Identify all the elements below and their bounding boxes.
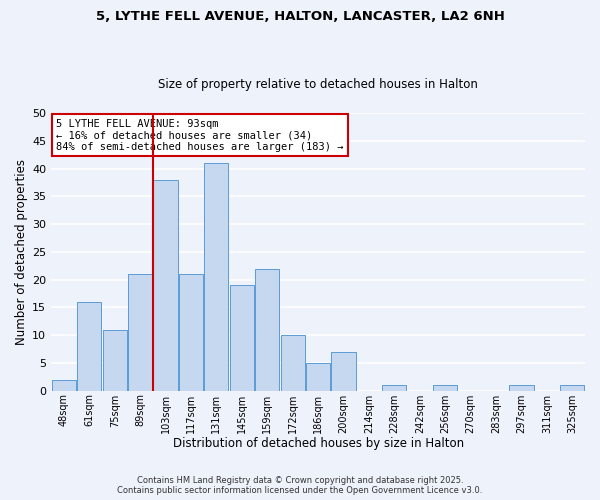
Bar xyxy=(128,274,152,390)
X-axis label: Distribution of detached houses by size in Halton: Distribution of detached houses by size … xyxy=(173,437,464,450)
Bar xyxy=(281,335,305,390)
Title: Size of property relative to detached houses in Halton: Size of property relative to detached ho… xyxy=(158,78,478,91)
Text: Contains HM Land Registry data © Crown copyright and database right 2025.
Contai: Contains HM Land Registry data © Crown c… xyxy=(118,476,482,495)
Bar xyxy=(77,302,101,390)
Bar xyxy=(103,330,127,390)
Bar xyxy=(255,268,280,390)
Y-axis label: Number of detached properties: Number of detached properties xyxy=(15,159,28,345)
Bar xyxy=(331,352,356,391)
Text: 5 LYTHE FELL AVENUE: 93sqm
← 16% of detached houses are smaller (34)
84% of semi: 5 LYTHE FELL AVENUE: 93sqm ← 16% of deta… xyxy=(56,118,344,152)
Bar xyxy=(433,385,457,390)
Bar xyxy=(230,285,254,391)
Bar xyxy=(205,163,229,390)
Text: 5, LYTHE FELL AVENUE, HALTON, LANCASTER, LA2 6NH: 5, LYTHE FELL AVENUE, HALTON, LANCASTER,… xyxy=(95,10,505,23)
Bar xyxy=(560,385,584,390)
Bar xyxy=(179,274,203,390)
Bar xyxy=(509,385,533,390)
Bar xyxy=(306,363,330,390)
Bar xyxy=(382,385,406,390)
Bar xyxy=(52,380,76,390)
Bar xyxy=(154,180,178,390)
